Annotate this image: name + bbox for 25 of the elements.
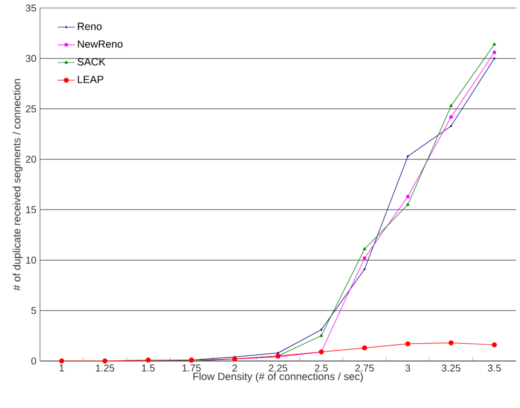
x-tick-label: 3.25 xyxy=(442,364,460,372)
y-tick-label: 5 xyxy=(31,307,36,314)
y-tick-label: 0 xyxy=(31,357,36,365)
legend-label: LEAP xyxy=(78,76,104,84)
x-axis-title: Flow Density (# of connections / sec) xyxy=(193,372,363,382)
legend-label: Reno xyxy=(78,22,102,30)
y-tick-label: 15 xyxy=(26,206,36,214)
legend-label: NewReno xyxy=(78,40,123,48)
x-tick-label: 2.5 xyxy=(314,364,328,372)
x-tick-label: 3 xyxy=(405,364,410,372)
legend-label: SACK xyxy=(78,58,106,66)
y-tick-label: 20 xyxy=(26,156,36,163)
x-tick-label: 1 xyxy=(60,364,64,372)
x-tick-label: 2.25 xyxy=(268,364,288,372)
x-tick-label: 1.75 xyxy=(182,364,201,372)
x-tick-label: 2.75 xyxy=(355,364,374,372)
y-tick-label: 35 xyxy=(26,4,36,12)
x-tick-label: 2 xyxy=(232,364,238,372)
y-axis-title: # of duplicate received segments / connection xyxy=(12,79,23,291)
y-tick-label: 25 xyxy=(26,105,36,112)
x-tick-label: 1.25 xyxy=(96,364,114,372)
x-tick-label: 3.5 xyxy=(488,364,501,372)
x-tick-label: 1.5 xyxy=(142,364,155,372)
y-tick-label: 30 xyxy=(26,54,36,62)
y-tick-label: 10 xyxy=(26,256,36,264)
